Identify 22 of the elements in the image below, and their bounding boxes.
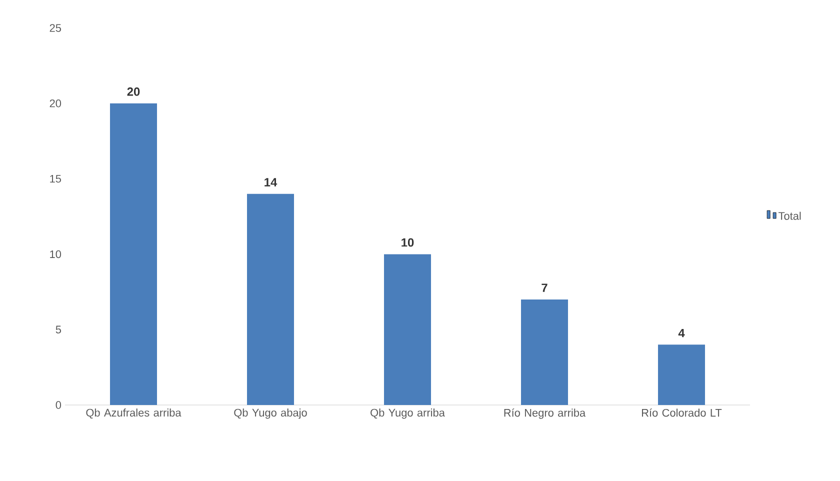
x-tick-label: Qb Azufrales arriba — [86, 408, 182, 419]
y-tick-label: 5 — [56, 326, 62, 334]
bar — [247, 194, 294, 405]
bar — [110, 103, 158, 405]
x-tick-label: Qb Yugo arriba — [370, 408, 445, 419]
x-tick-label: Qb Yugo abajo — [234, 408, 307, 419]
y-tick-label: 20 — [50, 100, 62, 108]
x-tick-label: Río Negro arriba — [504, 408, 586, 419]
data-label: 7 — [542, 284, 548, 292]
y-tick-label: 0 — [56, 401, 62, 409]
y-tick-label: 25 — [50, 24, 62, 32]
bar — [384, 254, 432, 405]
bar — [521, 299, 568, 405]
legend-label: Total — [778, 212, 801, 220]
y-tick-label: 10 — [50, 250, 62, 258]
bar — [658, 344, 706, 405]
y-tick-label: 15 — [50, 174, 62, 183]
x-tick-label: Río Colorado LT — [642, 408, 722, 417]
data-label: 10 — [402, 238, 414, 247]
data-label: 14 — [264, 178, 278, 186]
data-label: 20 — [127, 87, 140, 96]
data-label: 4 — [678, 328, 685, 338]
